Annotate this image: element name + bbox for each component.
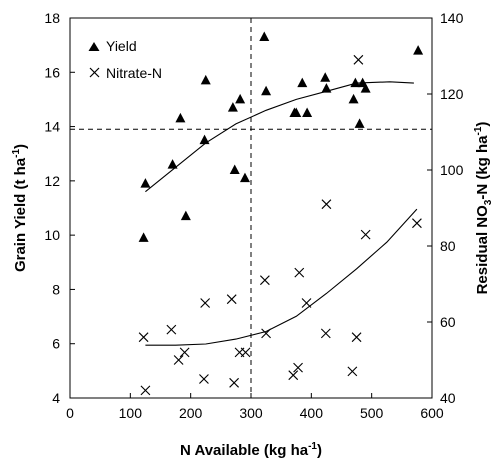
yield-point (360, 83, 371, 93)
legend-yield-label: Yield (106, 38, 137, 54)
x-tick-label: 200 (179, 405, 203, 421)
nitrate-point (226, 294, 237, 305)
yield-point (259, 31, 270, 41)
yield-point (227, 102, 238, 112)
x-tick-label: 600 (420, 405, 444, 421)
yield-point (291, 107, 302, 117)
y-left-tick-label: 18 (44, 10, 60, 26)
y-left-tick-label: 6 (52, 336, 60, 352)
y-left-tick-label: 4 (52, 390, 60, 406)
nitrate-point (412, 218, 422, 229)
y-right-ticks: 40 60 80 100 120 140 (427, 10, 464, 406)
yield-point (180, 210, 191, 221)
y-right-tick-label: 40 (440, 390, 456, 406)
x-axis-title: N Available (kg ha-1) (180, 441, 322, 459)
yield-point (321, 83, 332, 93)
fit-curves (145, 81, 418, 346)
x-tick-label: 300 (239, 405, 263, 421)
yield-point (140, 178, 151, 188)
y-left-tick-label: 8 (52, 281, 60, 297)
yield-point (167, 159, 178, 169)
yield-point (261, 85, 272, 96)
legend-x-icon (89, 67, 100, 78)
y-right-axis-title: Residual NO3-N (kg ha-1) (473, 122, 494, 295)
yield-fit-curve (145, 81, 414, 193)
data-markers (138, 31, 424, 396)
nitrate-point (320, 328, 331, 339)
x-tick-label: 0 (66, 405, 74, 421)
legend-nitrate-label: Nitrate-N (106, 65, 162, 81)
yield-point (200, 74, 211, 85)
yield-point (229, 164, 240, 174)
yield-point (320, 72, 331, 82)
yield-point (235, 93, 246, 104)
legend: Yield Nitrate-N (88, 38, 162, 81)
nitrate-point (360, 229, 371, 240)
nitrate-point (347, 366, 358, 377)
yield-point (302, 107, 313, 117)
y-right-tick-label: 60 (440, 314, 456, 330)
y-right-tick-label: 80 (440, 238, 456, 254)
y-right-tick-label: 100 (440, 162, 464, 178)
x-tick-label: 500 (360, 405, 384, 421)
nitrate-point (199, 374, 209, 384)
x-tick-label: 400 (300, 405, 324, 421)
nitrate-point (140, 385, 151, 396)
yield-point (413, 45, 424, 55)
y-left-axis-title: Grain Yield (t ha-1) (11, 144, 29, 272)
nitrate-point (259, 275, 270, 286)
reference-lines (70, 18, 432, 398)
nitrate-point (293, 362, 303, 373)
y-right-tick-label: 140 (440, 10, 464, 26)
y-right-tick-label: 120 (440, 86, 464, 102)
y-left-tick-label: 10 (44, 227, 60, 243)
yield-point (199, 134, 210, 145)
nitrate-point (294, 267, 305, 278)
yield-point (138, 232, 149, 242)
y-left-ticks: 4 6 8 10 12 14 16 18 (44, 10, 75, 406)
nitrate-point (179, 347, 190, 358)
yield-point (175, 112, 186, 123)
yield-point (354, 118, 365, 128)
legend-triangle-icon (88, 42, 100, 51)
nitrate-point (200, 298, 211, 308)
yield-point (297, 77, 308, 88)
y-left-tick-label: 16 (44, 64, 60, 80)
nitrate-point (301, 298, 312, 308)
y-left-tick-label: 12 (44, 173, 60, 189)
nitrate-point (288, 370, 299, 381)
nitrate-point (261, 328, 271, 339)
nitrate-point (173, 355, 184, 365)
nitrate-point (351, 332, 362, 343)
nitrate-point (138, 332, 149, 343)
yield-point (239, 172, 250, 183)
nitrate-fit-curve (145, 208, 418, 346)
x-tick-label: 100 (119, 405, 143, 421)
y-left-tick-label: 14 (44, 119, 60, 135)
nitrate-point (229, 377, 239, 388)
nitrate-point (321, 199, 332, 210)
x-ticks: 0 100 200 300 400 500 600 (66, 393, 444, 421)
yield-point (350, 77, 361, 88)
nitrate-point (166, 324, 177, 335)
yield-point (348, 93, 359, 104)
nitrate-point (240, 347, 251, 358)
nitrate-point (353, 54, 364, 65)
